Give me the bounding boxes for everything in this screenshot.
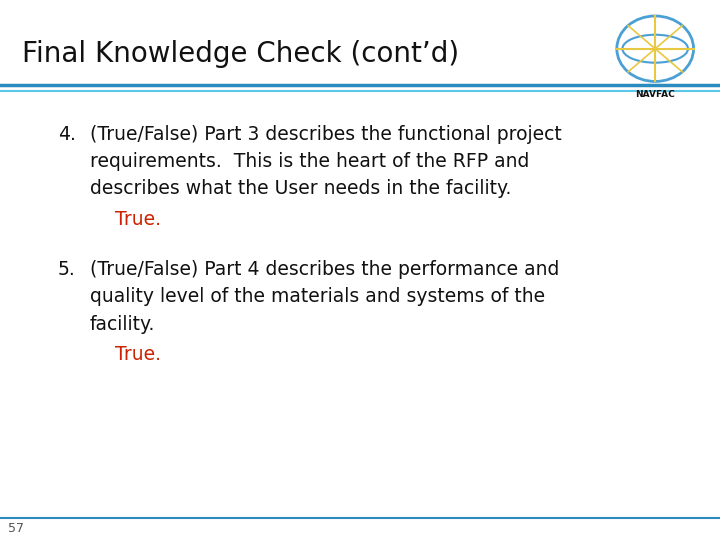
- Text: Final Knowledge Check (cont’d): Final Knowledge Check (cont’d): [22, 40, 459, 68]
- Text: True.: True.: [115, 345, 161, 364]
- Text: NAVFAC: NAVFAC: [635, 90, 675, 99]
- Text: 4.: 4.: [58, 125, 76, 144]
- Text: 5.: 5.: [58, 260, 76, 279]
- Text: 57: 57: [8, 522, 24, 535]
- Text: (True/False) Part 4 describes the performance and
quality level of the materials: (True/False) Part 4 describes the perfor…: [90, 260, 559, 334]
- Text: (True/False) Part 3 describes the functional project
requirements.  This is the : (True/False) Part 3 describes the functi…: [90, 125, 562, 199]
- Text: True.: True.: [115, 210, 161, 229]
